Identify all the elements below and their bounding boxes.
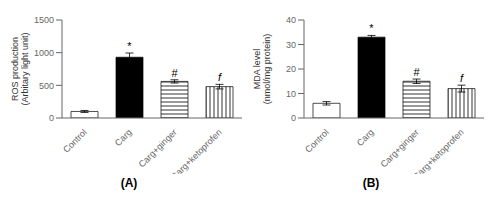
svg-text:Control: Control (303, 127, 331, 155)
svg-text:Carg: Carg (113, 127, 134, 148)
svg-text:500: 500 (39, 81, 54, 91)
svg-text:Carg+ginger: Carg+ginger (136, 127, 178, 169)
svg-text:#: # (413, 66, 420, 78)
html-text:(B): (B) (362, 176, 380, 190)
svg-text:20: 20 (286, 64, 296, 74)
svg-text:*: * (369, 22, 374, 34)
svg-text:Control: Control (61, 127, 89, 155)
svg-text:1500: 1500 (34, 15, 54, 25)
svg-text:Carg: Carg (355, 127, 376, 148)
svg-text:Carg+ginger: Carg+ginger (378, 127, 420, 169)
svg-text:40: 40 (286, 15, 296, 25)
svg-text:Carg+ketoprofen: Carg+ketoprofen (169, 127, 224, 174)
html-text:(A): (A) (120, 176, 138, 190)
svg-text:ROS production(Arbitary light: ROS production(Arbitary light unit) (10, 32, 30, 105)
svg-text:MDA level(nmol/mg protein): MDA level(nmol/mg protein) (252, 34, 272, 105)
svg-text:10: 10 (286, 89, 296, 99)
svg-text:f: f (218, 71, 222, 83)
svg-text:#: # (171, 67, 178, 79)
svg-text:30: 30 (286, 40, 296, 50)
svg-text:Carg+ketoprofen: Carg+ketoprofen (411, 127, 466, 174)
svg-text:*: * (127, 40, 132, 52)
svg-text:0: 0 (291, 113, 296, 123)
svg-text:f: f (460, 72, 464, 84)
svg-text:0: 0 (49, 113, 54, 123)
svg-text:1000: 1000 (34, 48, 54, 58)
